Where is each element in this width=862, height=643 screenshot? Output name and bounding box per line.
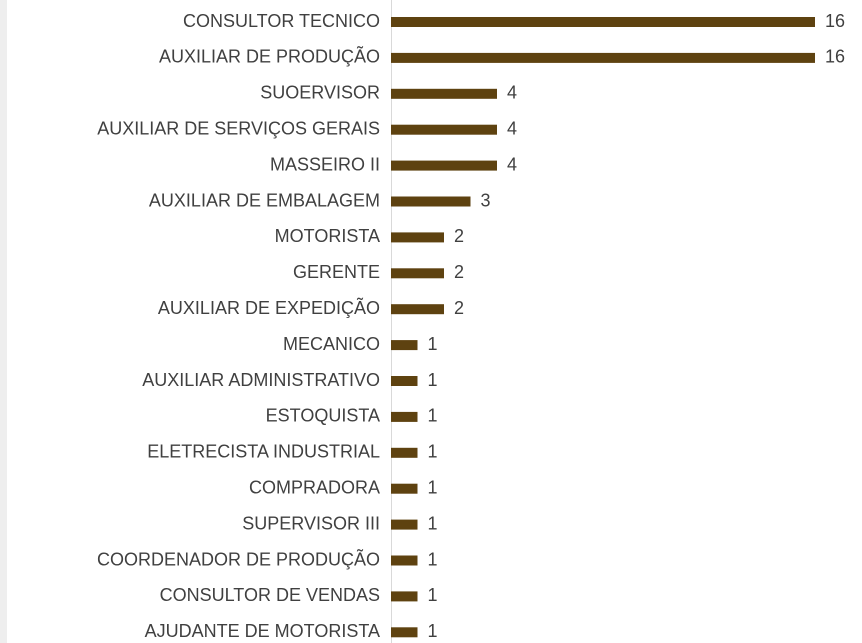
category-label: CONSULTOR TECNICO (183, 11, 380, 31)
category-label: GERENTE (293, 262, 380, 282)
bar (391, 483, 418, 494)
category-label: ESTOQUISTA (266, 406, 380, 426)
category-label: ELETRECISTA INDUSTRIAL (147, 442, 380, 462)
value-label: 1 (428, 334, 438, 354)
bar (391, 88, 497, 99)
value-label: 4 (507, 83, 517, 103)
bar (391, 340, 418, 351)
category-label: SUOERVISOR (260, 83, 380, 103)
category-label: AJUDANTE DE MOTORISTA (145, 621, 380, 641)
category-label: AUXILIAR DE EMBALAGEM (149, 190, 380, 210)
value-label: 16 (825, 11, 845, 31)
value-label: 2 (454, 298, 464, 318)
value-label: 2 (454, 226, 464, 246)
bar (391, 627, 418, 638)
category-label: CONSULTOR DE VENDAS (160, 585, 380, 605)
category-label: MASSEIRO II (270, 154, 380, 174)
left-strip (0, 0, 7, 643)
bar (391, 52, 815, 63)
bar (391, 17, 815, 27)
category-label: MOTORISTA (275, 226, 380, 246)
bar (391, 519, 418, 530)
value-label: 3 (481, 190, 491, 210)
category-label: SUPERVISOR III (242, 513, 380, 533)
category-label: AUXILIAR ADMINISTRATIVO (142, 370, 380, 390)
bar (391, 232, 444, 243)
category-label: AUXILIAR DE SERVIÇOS GERAIS (97, 118, 380, 138)
value-label: 1 (428, 370, 438, 390)
value-label: 1 (428, 442, 438, 462)
value-label: 2 (454, 262, 464, 282)
value-label: 1 (428, 585, 438, 605)
bar (391, 555, 418, 566)
value-label: 1 (428, 513, 438, 533)
value-label: 1 (428, 549, 438, 569)
category-label: AUXILIAR DE PRODUÇÃO (159, 46, 380, 67)
value-label: 1 (428, 406, 438, 426)
bar (391, 268, 444, 279)
bar (391, 304, 444, 315)
value-label: 16 (825, 47, 845, 67)
bar (391, 447, 418, 458)
category-label: COMPRADORA (249, 477, 380, 497)
value-label: 1 (428, 477, 438, 497)
bar (391, 124, 497, 135)
value-label: 4 (507, 154, 517, 174)
value-label: 1 (428, 621, 438, 641)
bar (391, 376, 418, 386)
bar (391, 411, 418, 422)
category-label: AUXILIAR DE EXPEDIÇÃO (158, 297, 380, 318)
category-label: COORDENADOR DE PRODUÇÃO (97, 548, 380, 569)
bar (391, 591, 418, 602)
value-label: 4 (507, 118, 517, 138)
bar (391, 196, 471, 207)
category-label: MECANICO (283, 334, 380, 354)
bar (391, 160, 497, 171)
